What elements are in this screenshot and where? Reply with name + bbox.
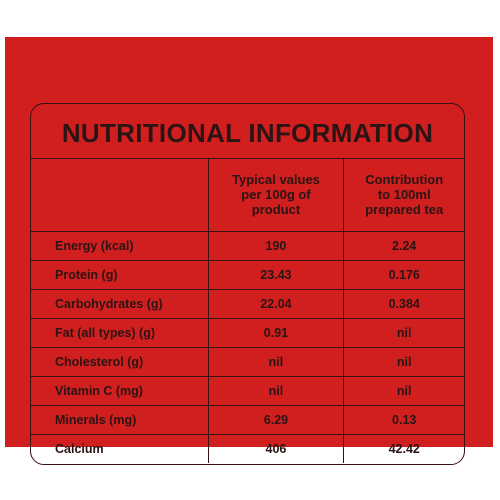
table-row: Calcium 406 42.42 (31, 433, 464, 463)
nutrition-label-panel: NUTRITIONAL INFORMATION Typical values p… (5, 37, 493, 465)
header-typical-line: per 100g of (241, 187, 311, 203)
typical-value: 6.29 (207, 404, 345, 435)
typical-value: 0.91 (207, 317, 345, 348)
header-contribution: Contribution to 100ml prepared tea (343, 159, 464, 232)
header-nutrient-empty (31, 159, 209, 232)
typical-value: nil (207, 346, 345, 377)
contribution-value: nil (343, 375, 464, 406)
contribution-value: 42.42 (343, 433, 464, 463)
contribution-value: 0.13 (343, 404, 464, 435)
table-row: Fat (all types) (g) 0.91 nil (31, 317, 464, 348)
header-contribution-line: Contribution (365, 172, 444, 188)
nutrient-name: Protein (g) (31, 259, 209, 290)
table-header-row: Typical values per 100g of product Contr… (31, 159, 464, 232)
header-typical-line: product (251, 202, 301, 218)
header-typical-line: Typical values (232, 172, 320, 188)
contribution-value: 0.176 (343, 259, 464, 290)
table-row: Cholesterol (g) nil nil (31, 346, 464, 377)
table-row: Protein (g) 23.43 0.176 (31, 259, 464, 290)
table-row: Minerals (mg) 6.29 0.13 (31, 404, 464, 435)
nutrient-name: Energy (kcal) (31, 230, 209, 261)
nutrient-name: Fat (all types) (g) (31, 317, 209, 348)
typical-value: 190 (207, 230, 345, 261)
table-row: Energy (kcal) 190 2.24 (31, 230, 464, 261)
contribution-value: 2.24 (343, 230, 464, 261)
header-contribution-line: to 100ml (377, 187, 431, 203)
typical-value: 23.43 (207, 259, 345, 290)
nutrient-name: Minerals (mg) (31, 404, 209, 435)
nutrition-table: Typical values per 100g of product Contr… (31, 159, 464, 463)
contribution-value: nil (343, 317, 464, 348)
table-row: Carbohydrates (g) 22.04 0.384 (31, 288, 464, 319)
contribution-value: nil (343, 346, 464, 377)
header-typical-values: Typical values per 100g of product (207, 159, 345, 232)
nutrient-name: Cholesterol (g) (31, 346, 209, 377)
contribution-value: 0.384 (343, 288, 464, 319)
nutrient-name: Vitamin C (mg) (31, 375, 209, 406)
nutrition-title: NUTRITIONAL INFORMATION (31, 104, 464, 159)
typical-value: nil (207, 375, 345, 406)
nutrient-name: Calcium (31, 433, 209, 463)
typical-value: 22.04 (207, 288, 345, 319)
typical-value: 406 (207, 433, 345, 463)
header-contribution-line: prepared tea (365, 202, 444, 218)
nutrient-name: Carbohydrates (g) (31, 288, 209, 319)
nutrition-table-frame: NUTRITIONAL INFORMATION Typical values p… (30, 103, 465, 465)
table-row: Vitamin C (mg) nil nil (31, 375, 464, 406)
